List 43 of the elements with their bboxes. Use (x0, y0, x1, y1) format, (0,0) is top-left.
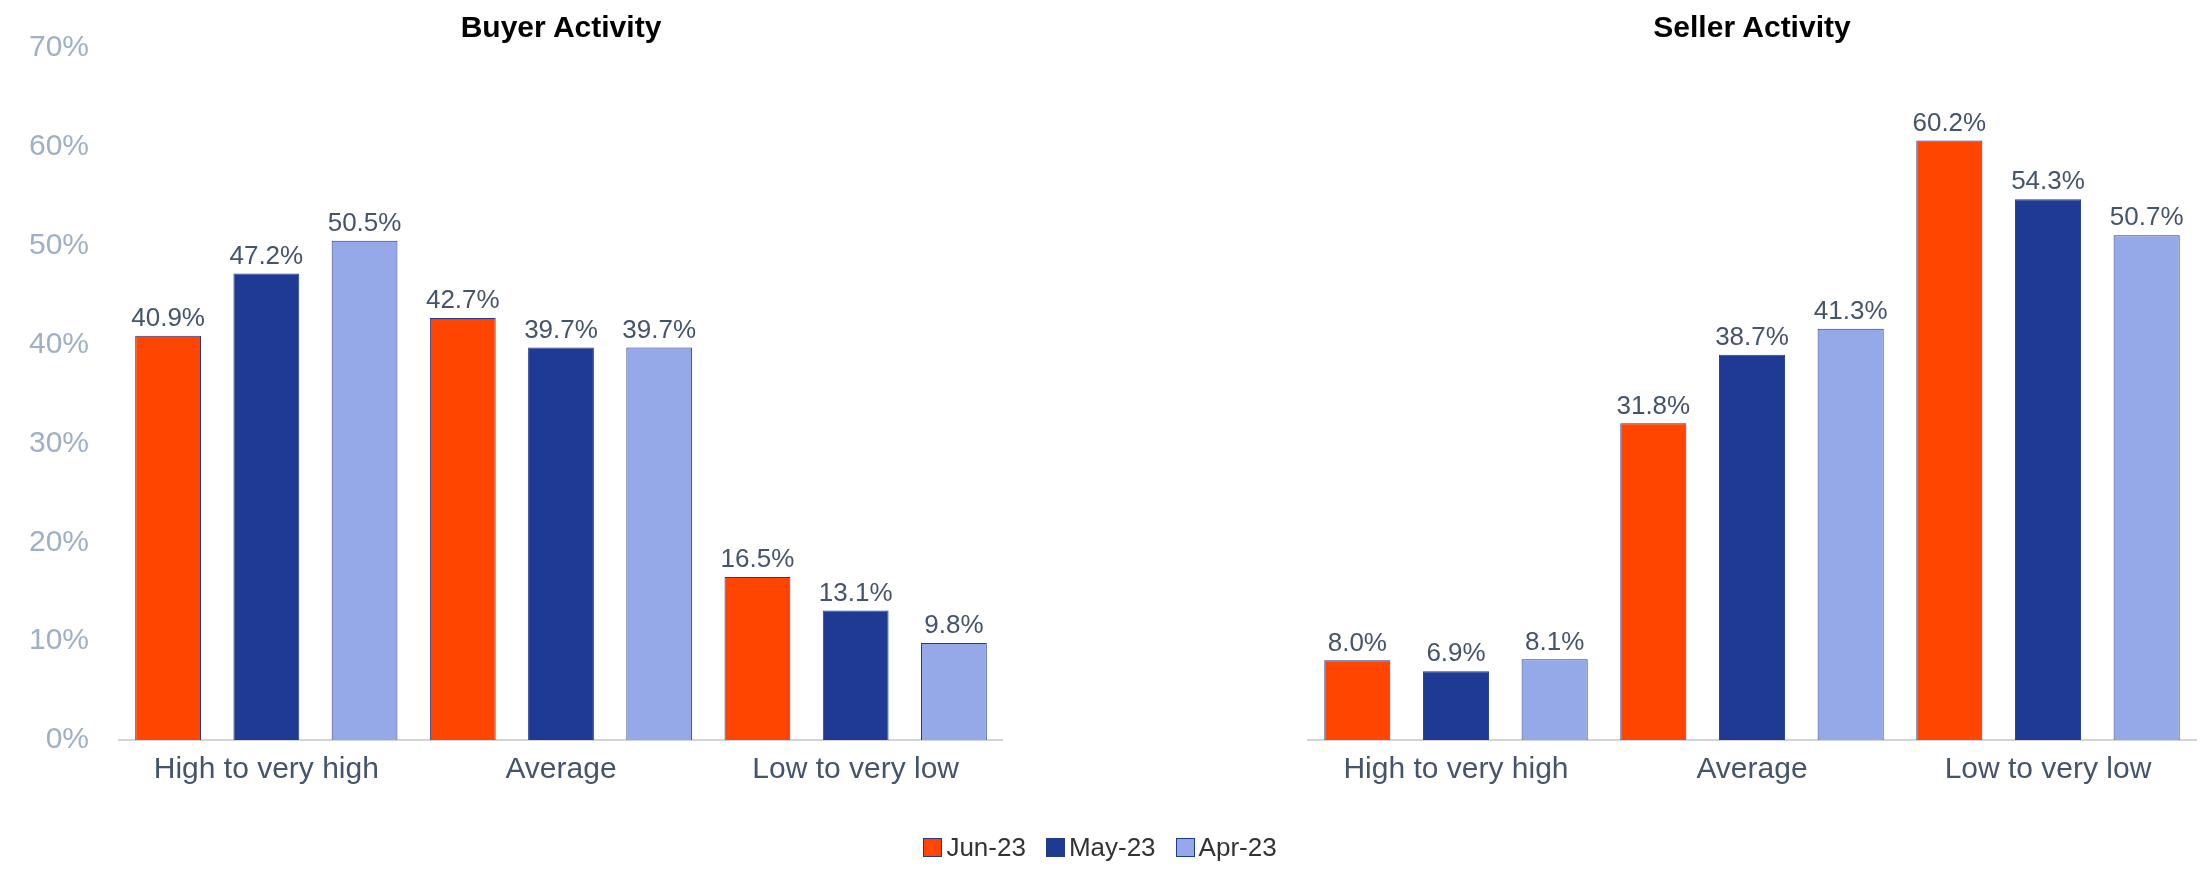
chart-title: Buyer Activity (460, 10, 662, 44)
legend-label: May-23 (1068, 832, 1156, 863)
y-tick-label: 70% (28, 29, 89, 63)
data-label: 38.7% (1715, 320, 1789, 351)
y-tick-label: 40% (28, 325, 89, 359)
bar (233, 273, 300, 740)
data-label: 13.1% (818, 576, 893, 607)
bar (1422, 671, 1490, 740)
x-tick-label: High to very high (153, 751, 379, 785)
data-label: 47.2% (229, 239, 304, 270)
bar (1718, 354, 1786, 740)
data-label: 54.3% (2011, 165, 2085, 196)
data-label: 42.7% (425, 284, 500, 315)
data-label: 9.8% (924, 609, 984, 640)
data-label: 31.8% (1616, 389, 1691, 420)
y-tick-label: 10% (28, 622, 89, 656)
y-tick-label: 60% (28, 128, 89, 162)
y-tick-label: 30% (28, 424, 89, 458)
x-tick-label: Low to very low (752, 751, 960, 785)
bar (528, 347, 594, 740)
data-label: 6.9% (1426, 637, 1486, 668)
y-tick-label: 50% (28, 226, 89, 260)
data-label: 40.9% (131, 301, 205, 332)
x-tick-label: Low to very low (1944, 751, 2152, 785)
data-label: 41.3% (1813, 294, 1888, 325)
y-tick-label: 0% (45, 721, 89, 755)
x-tick-label: Average (1696, 751, 1808, 785)
data-label: 16.5% (720, 543, 795, 574)
legend-label: Apr-23 (1198, 832, 1277, 863)
data-label: 39.7% (622, 313, 697, 344)
chart-title: Seller Activity (1653, 10, 1851, 44)
data-label: 8.0% (1327, 626, 1387, 657)
legend-label: Jun-23 (946, 832, 1026, 863)
data-label: 39.7% (524, 313, 598, 344)
x-tick-label: High to very high (1343, 751, 1569, 785)
x-tick-label: Average (505, 751, 617, 785)
bar (822, 610, 889, 740)
data-label: 50.7% (2109, 201, 2184, 232)
bar (2014, 199, 2082, 740)
y-tick-label: 20% (28, 523, 89, 557)
data-label: 50.5% (327, 206, 402, 237)
data-label: 60.2% (1912, 106, 1987, 137)
data-label: 8.1% (1525, 625, 1585, 656)
